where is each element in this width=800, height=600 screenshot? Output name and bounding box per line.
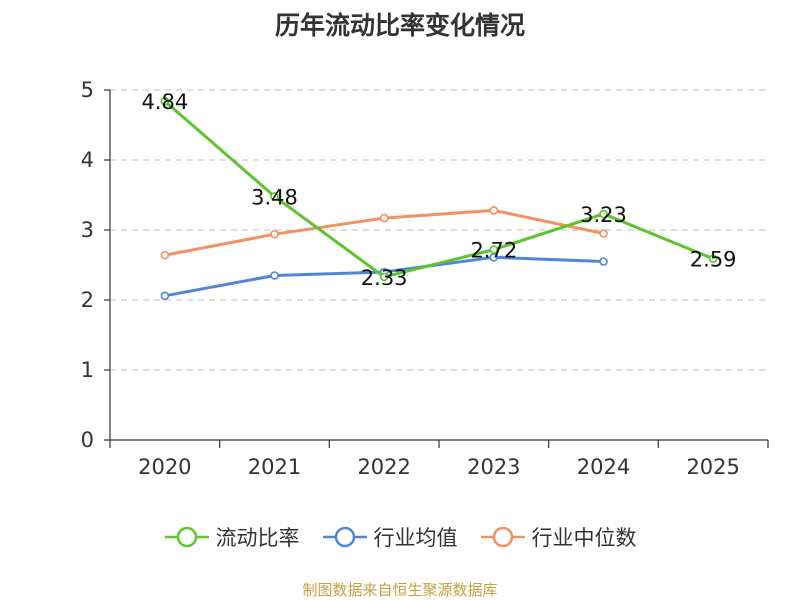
data-point: [489, 245, 499, 254]
legend-line-circle-icon: [164, 526, 209, 548]
data-point: [270, 271, 279, 280]
data-label: 2.33: [361, 266, 408, 290]
data-point: [379, 213, 389, 223]
x-tick-label: 2022: [357, 455, 410, 479]
series-layer: [160, 96, 718, 301]
data-label: 4.84: [141, 90, 188, 114]
data-label: 3.48: [251, 185, 298, 209]
legend-item[interactable]: 行业均值: [322, 522, 458, 552]
series-line-0: [163, 100, 714, 279]
chart-title: 历年流动比率变化情况: [274, 11, 525, 40]
y-tick-label: 3: [81, 218, 94, 242]
data-point: [599, 257, 608, 266]
legend-label: 流动比率: [215, 526, 300, 550]
data-point: [270, 192, 279, 201]
legend-line-circle-icon: [322, 526, 367, 548]
data-point: [708, 254, 718, 264]
legend-line-circle-icon: [480, 526, 525, 548]
data-label: 2.72: [470, 239, 517, 263]
legend-label: 行业均值: [373, 526, 458, 550]
axis-layer: 0 1 2 3 4 5 2020 2021 2022 2023 2024 2025: [81, 78, 769, 479]
legend: 流动比率 行业均值 行业中位数: [0, 522, 800, 552]
data-point: [489, 206, 499, 215]
data-point: [160, 96, 170, 106]
y-tick-label: 5: [81, 78, 94, 102]
y-tick-label: 1: [81, 358, 94, 382]
x-tick-label: 2021: [248, 455, 301, 479]
x-tick-label: 2023: [467, 455, 520, 479]
label-layer: 4.84 3.48 2.33 2.72 3.23 2.59: [141, 90, 736, 290]
data-label: 3.23: [580, 203, 627, 227]
data-point: [270, 229, 279, 239]
data-point: [599, 229, 608, 238]
grid-layer: [110, 89, 768, 371]
y-tick-label: 4: [81, 148, 94, 172]
x-tick-label: 2025: [686, 455, 739, 479]
data-point: [379, 272, 389, 282]
data-label: 2.59: [690, 248, 737, 272]
legend-item[interactable]: 行业中位数: [480, 522, 637, 552]
data-point: [160, 250, 170, 260]
y-tick-label: 0: [81, 428, 94, 452]
legend-item[interactable]: 流动比率: [164, 522, 300, 552]
y-tick-label: 2: [81, 288, 94, 312]
data-point: [599, 209, 608, 219]
legend-label: 行业中位数: [531, 526, 637, 550]
x-tick-label: 2024: [577, 455, 630, 479]
data-point: [160, 291, 170, 301]
source-note: 制图数据来自恒生聚源数据库: [302, 581, 498, 599]
x-tick-label: 2020: [138, 455, 191, 479]
